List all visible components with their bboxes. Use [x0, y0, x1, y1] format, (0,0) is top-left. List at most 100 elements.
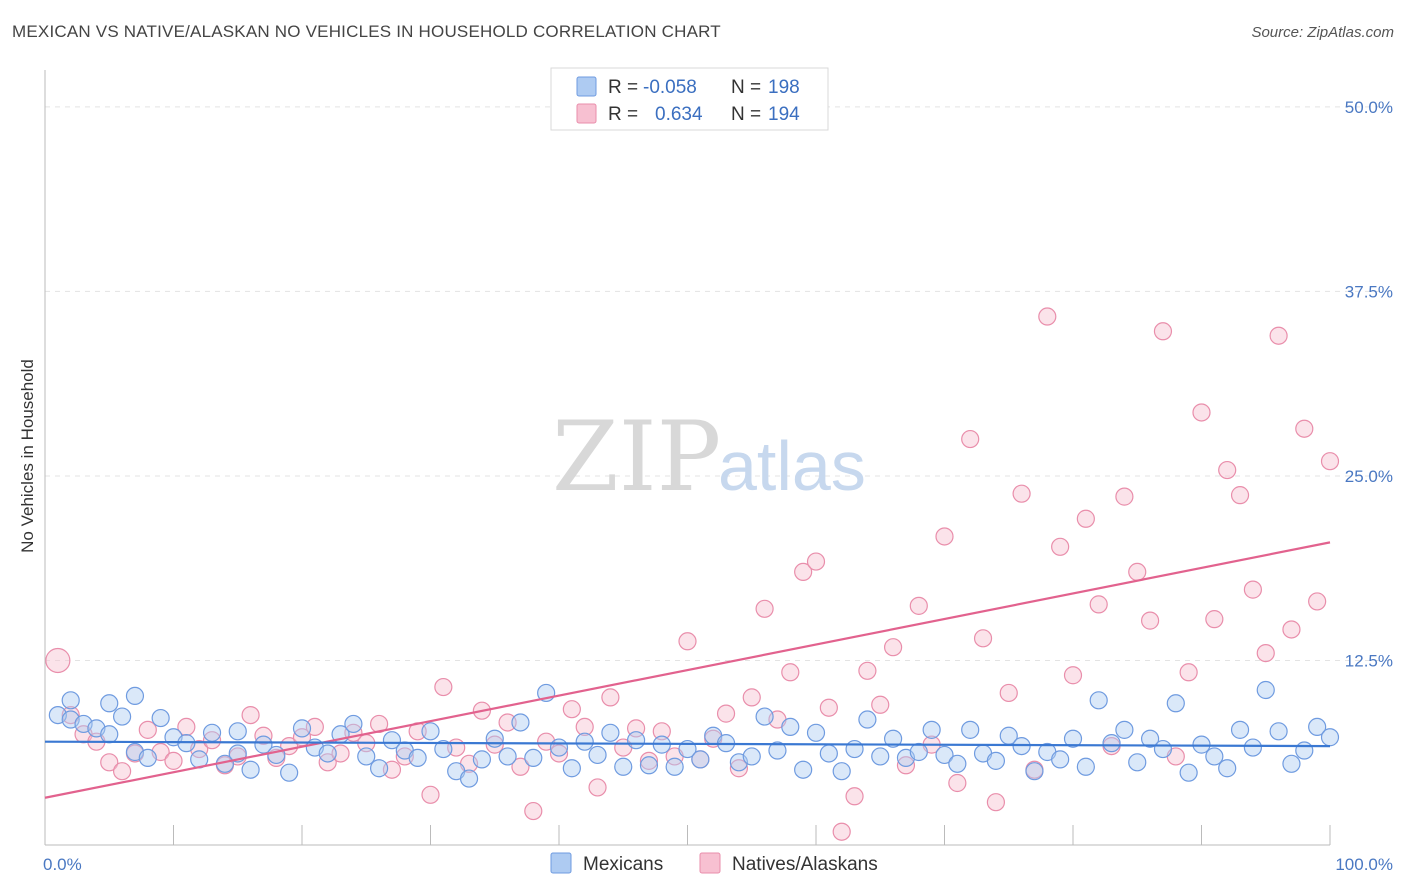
- y-tick-label-2: 37.5%: [1345, 282, 1393, 301]
- mexicans-point-25: [318, 744, 337, 763]
- mexicans-point-99: [1269, 722, 1288, 741]
- natives-point-99: [1320, 452, 1340, 471]
- x-tick-labels: 0.0% 100.0%: [43, 855, 1393, 874]
- y-tick-label-3: 50.0%: [1345, 98, 1393, 117]
- natives-point-40: [562, 700, 581, 719]
- mexicans-point-66: [845, 739, 864, 759]
- natives-point-46: [639, 751, 659, 770]
- mexicans-point-80: [1025, 762, 1044, 781]
- mexicans-point-48: [614, 757, 633, 776]
- natives-point-74: [999, 683, 1018, 703]
- legend-r-value-1: -0.058: [643, 77, 697, 98]
- series-legend-label-mexicans: Mexicans: [583, 854, 663, 875]
- natives-point-1: [61, 705, 80, 725]
- natives-point-5: [112, 762, 132, 781]
- mexicans-point-33: [421, 722, 440, 741]
- natives-point-0: [45, 647, 71, 674]
- mexicans-point-27: [344, 714, 363, 734]
- natives-point-92: [1230, 486, 1250, 505]
- natives-trend-line: [44, 541, 1331, 799]
- source-label: Source: ZipAtlas.com: [1251, 24, 1394, 41]
- natives-point-37: [524, 801, 543, 821]
- natives-point-71: [961, 429, 980, 449]
- mexicans-point-11: [151, 708, 170, 728]
- mexicans-point-23: [292, 719, 312, 738]
- mexicans-point-98: [1256, 680, 1275, 700]
- mexicans-point-39: [498, 747, 517, 766]
- natives-point-72: [973, 629, 993, 648]
- mexicans-point-29: [370, 759, 389, 778]
- mexicans-trend-line: [44, 740, 1331, 748]
- mexicans-point-63: [806, 723, 826, 742]
- chart-title: MEXICAN VS NATIVE/ALASKAN NO VEHICLES IN…: [12, 22, 721, 41]
- mexicans-point-21: [267, 745, 286, 765]
- mexicans-point-1: [61, 691, 80, 710]
- mexicans-point-77: [986, 751, 1006, 770]
- mexicans-point-92: [1179, 763, 1198, 782]
- mexicans-point-69: [883, 729, 903, 748]
- mexicans-point-38: [485, 729, 504, 748]
- mexicans-point-20: [254, 735, 273, 754]
- natives-point-89: [1192, 403, 1211, 422]
- x-tick-label-0: 0.0%: [43, 855, 82, 874]
- mexicans-point-97: [1243, 738, 1263, 757]
- mexicans-point-74: [948, 754, 967, 773]
- legend-n-value-1: 198: [768, 77, 800, 98]
- watermark-atlas: atlas: [718, 427, 866, 505]
- natives-point-29: [421, 785, 440, 804]
- mexicans-point-82: [1051, 750, 1070, 769]
- mexicans-point-73: [935, 745, 954, 765]
- series-legend: Mexicans Natives/Alaskans: [550, 852, 878, 875]
- mexicans-point-22: [280, 763, 299, 782]
- natives-point-83: [1115, 487, 1134, 506]
- mexicans-point-28: [357, 747, 376, 766]
- mexicans-point-88: [1128, 753, 1147, 772]
- legend-swatch-mexicans: [576, 76, 597, 97]
- y-tick-label-0: 12.5%: [1345, 651, 1393, 670]
- mexicans-point-86: [1102, 734, 1121, 753]
- mexicans-point-19: [241, 760, 260, 779]
- mexicans-point-72: [922, 720, 941, 739]
- natives-point-41: [575, 717, 594, 737]
- mexicans-point-52: [665, 757, 684, 776]
- mexicans-point-54: [691, 750, 710, 769]
- mexicans-point-49: [626, 731, 646, 750]
- natives-point-85: [1140, 611, 1160, 630]
- natives-point-67: [909, 596, 928, 615]
- mexicans-point-90: [1153, 739, 1173, 759]
- natives-point-97: [1295, 419, 1314, 438]
- natives-point-58: [794, 562, 813, 582]
- legend-n-value-2: 194: [768, 104, 800, 125]
- natives-point-60: [819, 698, 838, 717]
- natives-point-52: [716, 704, 736, 723]
- mexicans-point-75: [961, 720, 980, 739]
- mexicans-point-41: [524, 748, 543, 768]
- mexicans-point-71: [909, 742, 928, 762]
- mexicans-point-50: [639, 756, 659, 775]
- mexicans-point-8: [125, 686, 145, 706]
- natives-point-75: [1012, 484, 1031, 503]
- mexicans-point-61: [781, 717, 800, 737]
- series-legend-label-natives: Natives/Alaskans: [732, 854, 878, 875]
- natives-point-80: [1076, 509, 1095, 528]
- natives-point-12: [202, 731, 222, 750]
- natives-point-57: [781, 663, 800, 682]
- mexicans-point-100: [1282, 754, 1301, 773]
- trend-lines: [44, 541, 1331, 799]
- mexicans-point-89: [1140, 729, 1160, 748]
- mexicans-point-102: [1308, 717, 1327, 737]
- natives-point-90: [1205, 610, 1224, 629]
- axes: [44, 70, 1331, 846]
- natives-point-59: [806, 552, 826, 571]
- mexicans-point-64: [819, 744, 838, 763]
- legend-swatch-natives: [576, 103, 597, 124]
- mexicans-point-94: [1205, 747, 1224, 766]
- legend-r-value-2: 0.634: [655, 104, 703, 125]
- natives-point-96: [1282, 620, 1301, 639]
- mexicans-point-83: [1063, 729, 1083, 748]
- natives-point-91: [1218, 460, 1237, 480]
- mexicans-point-36: [459, 769, 479, 788]
- legend-n-label-2: N =: [731, 104, 761, 125]
- natives-point-65: [883, 638, 903, 657]
- grid: [45, 106, 1390, 661]
